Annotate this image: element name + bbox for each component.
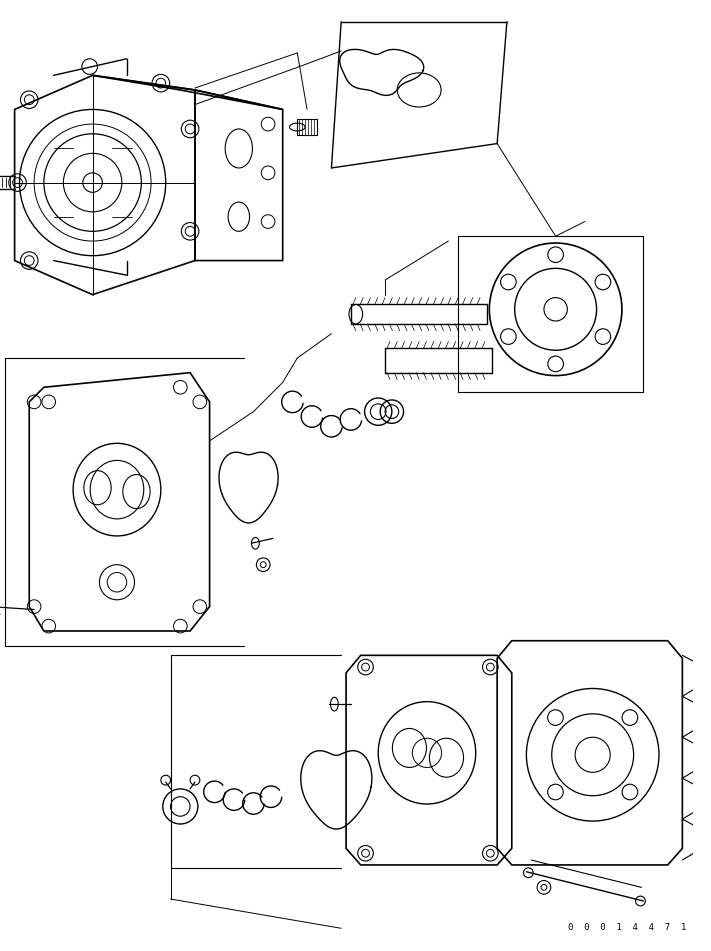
Text: 0  0  0  1  4  4  7  1: 0 0 0 1 4 4 7 1 <box>568 922 687 932</box>
